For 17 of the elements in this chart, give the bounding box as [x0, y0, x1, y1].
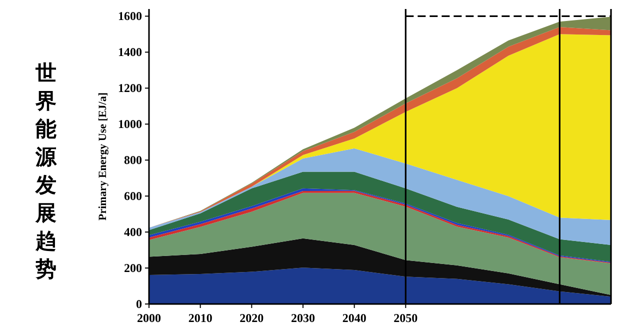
x-tick-label: 2010 — [188, 311, 212, 325]
x-tick-label: 2050 — [394, 311, 418, 325]
y-tick-label: 600 — [124, 189, 142, 204]
x-tick-label: 2030 — [291, 311, 315, 325]
y-tick-label: 1600 — [118, 9, 142, 24]
y-tick-label: 1200 — [118, 81, 142, 96]
title: 世界能源发展趋势 — [36, 61, 56, 281]
y-tick-label: 1400 — [118, 45, 142, 60]
y-axis-title: Primary Energy Use [EJ/a] — [97, 92, 109, 220]
y-tick-label: 800 — [124, 153, 142, 168]
x-tick-label: 2020 — [240, 311, 264, 325]
y-tick-label: 200 — [124, 261, 142, 276]
y-tick-label: 0 — [136, 297, 142, 311]
x-tick-label: 2000 — [137, 311, 161, 325]
x-tick-label: 2040 — [342, 311, 366, 325]
y-tick-label: 1000 — [118, 117, 142, 132]
y-tick-label: 400 — [124, 225, 142, 240]
